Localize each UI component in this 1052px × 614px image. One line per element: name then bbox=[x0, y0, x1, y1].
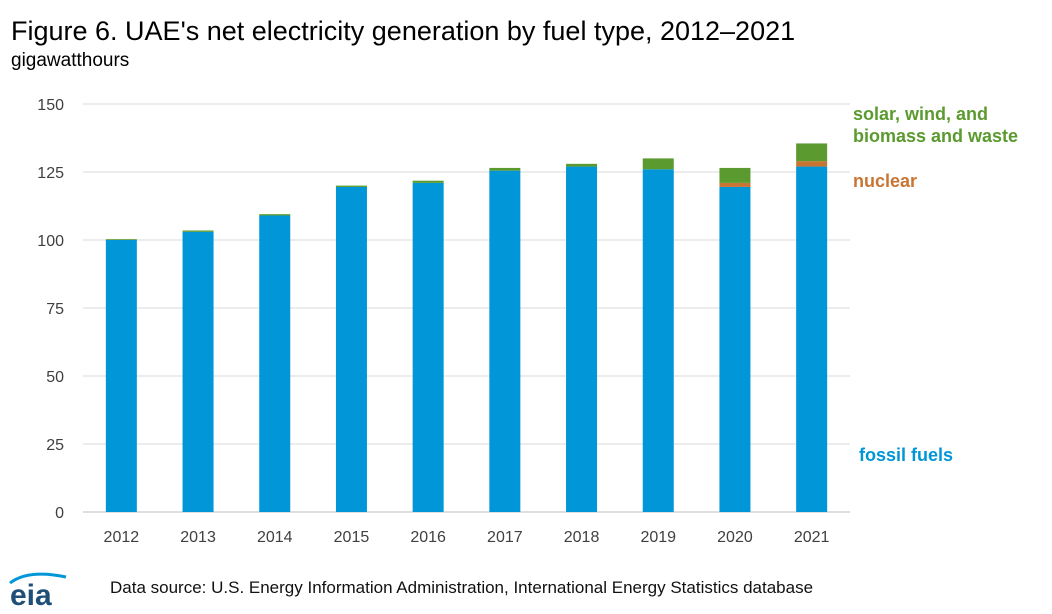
x-tick-label: 2018 bbox=[564, 529, 600, 546]
x-tick-label: 2012 bbox=[104, 529, 140, 546]
y-tick-label: 100 bbox=[37, 233, 64, 250]
y-tick-label: 75 bbox=[46, 301, 64, 318]
legend-nuclear-line: nuclear bbox=[853, 171, 918, 191]
bar-segment-fossil bbox=[182, 231, 214, 512]
x-tick-label: 2019 bbox=[640, 529, 676, 546]
bar-segment-fossil bbox=[335, 186, 367, 512]
eia-logo-icon: eia bbox=[9, 572, 67, 612]
legend-renewables-line-2: biomass and waste bbox=[853, 126, 1019, 146]
bar-segment-renewables bbox=[182, 230, 214, 232]
bar-segment-renewables bbox=[105, 239, 137, 240]
y-tick-label: 50 bbox=[46, 369, 64, 386]
bar-segment-renewables bbox=[412, 180, 444, 183]
x-tick-label: 2017 bbox=[487, 529, 523, 546]
bar-segment-nuclear bbox=[796, 161, 828, 167]
bar-segment-renewables bbox=[566, 163, 598, 167]
x-tick-label: 2015 bbox=[334, 529, 370, 546]
bar-segment-fossil bbox=[719, 186, 751, 512]
bar-segment-fossil bbox=[489, 170, 521, 512]
legend-fossil-line: fossil fuels bbox=[859, 445, 954, 465]
x-tick-label: 2016 bbox=[410, 529, 446, 546]
chart-subtitle: gigawatthours bbox=[11, 50, 130, 71]
bar-segment-fossil bbox=[566, 166, 598, 512]
x-tick-label: 2014 bbox=[257, 529, 293, 546]
bar-segment-fossil bbox=[105, 240, 137, 512]
bar-segment-fossil bbox=[642, 169, 674, 512]
bar-segment-renewables bbox=[489, 167, 521, 171]
x-tick-label: 2013 bbox=[180, 529, 216, 546]
bar-segment-renewables bbox=[719, 167, 751, 183]
x-tick-label: 2020 bbox=[717, 529, 753, 546]
bar-segment-renewables bbox=[335, 185, 367, 187]
eia-logo-text: eia bbox=[10, 579, 52, 609]
y-tick-label: 125 bbox=[37, 165, 64, 182]
bar-segment-renewables bbox=[642, 158, 674, 170]
y-tick-label: 25 bbox=[46, 437, 64, 454]
y-tick-label: 0 bbox=[55, 505, 64, 522]
bar-segment-fossil bbox=[796, 166, 828, 512]
eia-logo: eia bbox=[8, 571, 70, 614]
legend-label-fossil-fuels: fossil fuels bbox=[859, 444, 953, 466]
bar-segment-fossil bbox=[412, 182, 444, 512]
bar-segment-fossil bbox=[259, 215, 291, 512]
y-tick-label: 150 bbox=[37, 97, 64, 114]
bar-segment-renewables bbox=[259, 214, 291, 216]
legend-label-nuclear: nuclear bbox=[853, 170, 917, 192]
chart-title: Figure 6. UAE's net electricity generati… bbox=[11, 16, 796, 46]
legend-renewables-line-1: solar, wind, and bbox=[853, 104, 989, 124]
data-source-note: Data source: U.S. Energy Information Adm… bbox=[110, 578, 814, 597]
x-tick-label: 2021 bbox=[794, 529, 830, 546]
bar-segment-nuclear bbox=[719, 182, 751, 187]
legend-label-renewables: solar, wind, and biomass and waste bbox=[853, 103, 1018, 147]
bar-segment-renewables bbox=[796, 143, 828, 162]
